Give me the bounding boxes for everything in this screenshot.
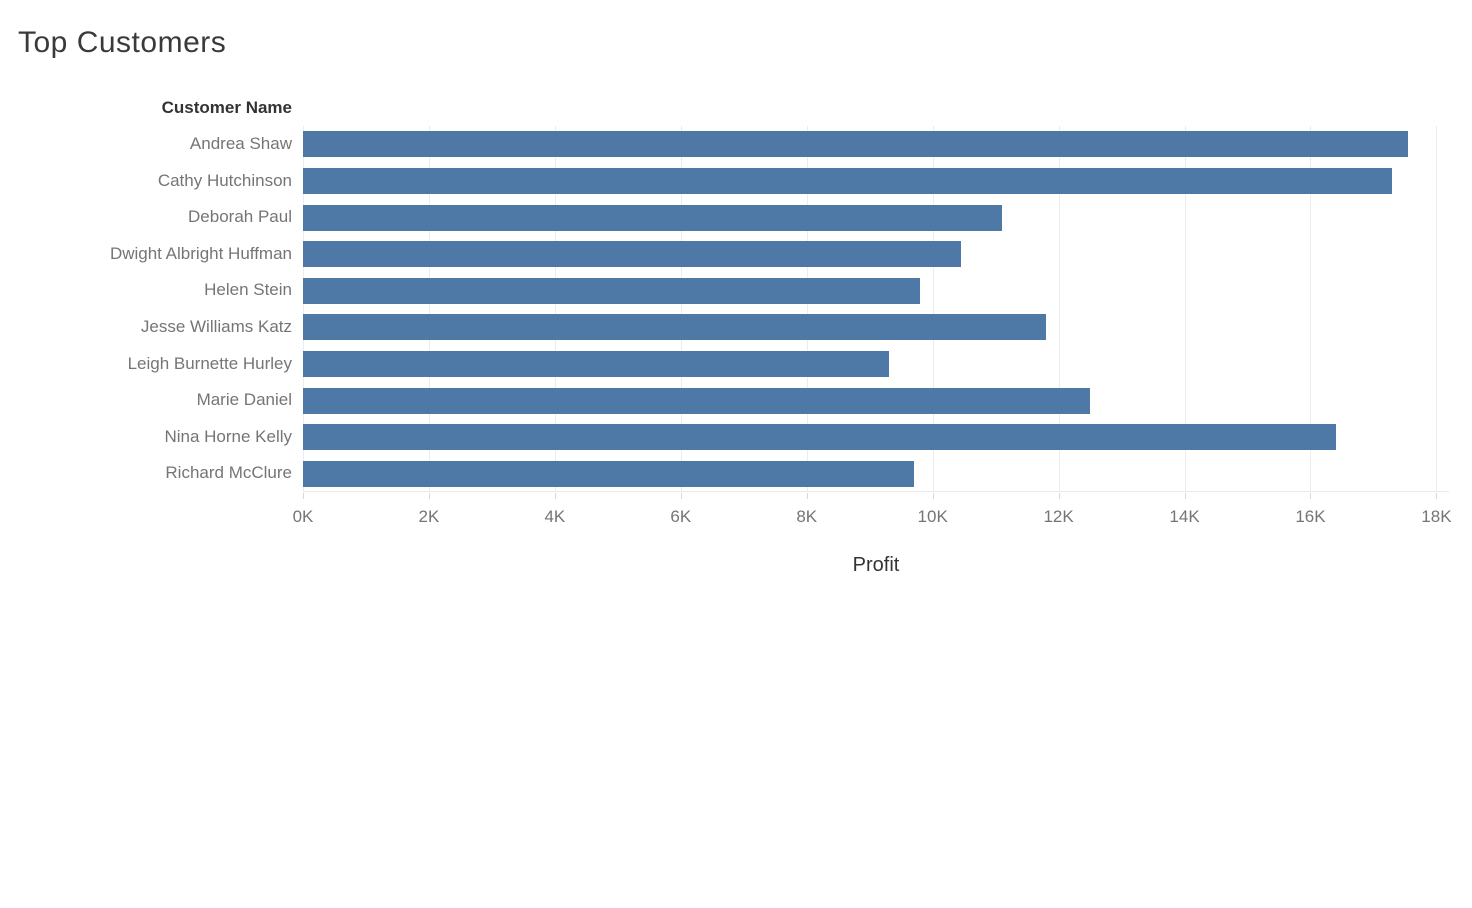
axis-tick-0K: [303, 493, 304, 499]
axis-tick-6K: [680, 493, 682, 499]
gridline-6K: [680, 126, 682, 491]
row-label-andrea-shaw: Andrea Shaw: [189, 134, 292, 153]
value-axis-label: Profit: [852, 554, 900, 576]
axis-tick-16K: [1310, 493, 1312, 499]
bar-helen-stein[interactable]: [303, 277, 921, 304]
row-label-nina-horne-kelly: Nina Horne Kelly: [164, 426, 292, 446]
axis-tick-8K: [806, 493, 808, 499]
axis-tick-2K: [428, 493, 430, 499]
gridline-12K: [1058, 126, 1060, 491]
gridline-10K: [932, 126, 934, 491]
axis-tick-label-0K: 0K: [292, 507, 314, 526]
bar-jesse-williams-katz[interactable]: [303, 314, 1046, 341]
gridline-8K: [806, 126, 808, 491]
axis-tick-4K: [554, 493, 556, 499]
bar-leigh-burnette-hurley[interactable]: [303, 350, 889, 377]
axis-tick-label-14K: 14K: [1169, 507, 1200, 526]
row-label-helen-stein: Helen Stein: [204, 280, 292, 300]
row-label-marie-daniel: Marie Daniel: [196, 390, 292, 410]
row-label-deborah-paul: Deborah Paul: [188, 207, 292, 227]
row-label-jesse-williams-katz: Jesse Williams Katz: [140, 317, 292, 336]
gridline-18K: [1436, 126, 1438, 491]
axis-tick-12K: [1058, 493, 1060, 499]
bar-nina-horne-kelly[interactable]: [303, 424, 1336, 451]
bar-dwight-albright-huffman[interactable]: [303, 241, 961, 268]
row-label-leigh-burnette-hurley: Leigh Burnette Hurley: [127, 353, 292, 373]
axis-tick-label-4K: 4K: [544, 507, 566, 526]
gridline-16K: [1310, 126, 1312, 491]
gridline-0K: [303, 126, 304, 491]
row-label-richard-mcclure: Richard McClure: [165, 463, 292, 483]
axis-tick-label-18K: 18K: [1421, 507, 1452, 526]
chart-title: Top Customers: [18, 26, 227, 59]
category-axis-header: Customer Name: [161, 98, 292, 117]
axis-tick-label-6K: 6K: [670, 507, 692, 526]
bar-richard-mcclure[interactable]: [303, 460, 914, 487]
bar-marie-daniel[interactable]: [303, 387, 1091, 414]
bar-deborah-paul[interactable]: [303, 204, 1002, 231]
axis-tick-label-16K: 16K: [1295, 507, 1326, 526]
gridline-14K: [1184, 126, 1186, 491]
row-label-dwight-albright-huffman: Dwight Albright Huffman: [109, 243, 292, 263]
axis-tick-label-2K: 2K: [418, 507, 440, 526]
axis-tick-18K: [1436, 493, 1438, 499]
axis-tick-label-12K: 12K: [1043, 507, 1074, 526]
axis-tick-14K: [1184, 493, 1186, 499]
axis-tick-label-8K: 8K: [796, 507, 818, 526]
bar-cathy-hutchinson[interactable]: [303, 167, 1393, 194]
plot-area: [303, 126, 1449, 492]
gridline-2K: [428, 126, 430, 491]
x-axis: 0K 2K 4K 6K 8K 10K 12K 14K 16K 18K: [293, 493, 1452, 543]
bar-andrea-shaw[interactable]: [303, 131, 1409, 158]
gridline-4K: [554, 126, 556, 491]
row-label-cathy-hutchinson: Cathy Hutchinson: [157, 170, 292, 190]
axis-tick-10K: [932, 493, 934, 499]
axis-tick-label-10K: 10K: [917, 507, 948, 526]
row-labels-column: Andrea Shaw Cathy Hutchinson Deborah Paul D…: [0, 126, 292, 492]
